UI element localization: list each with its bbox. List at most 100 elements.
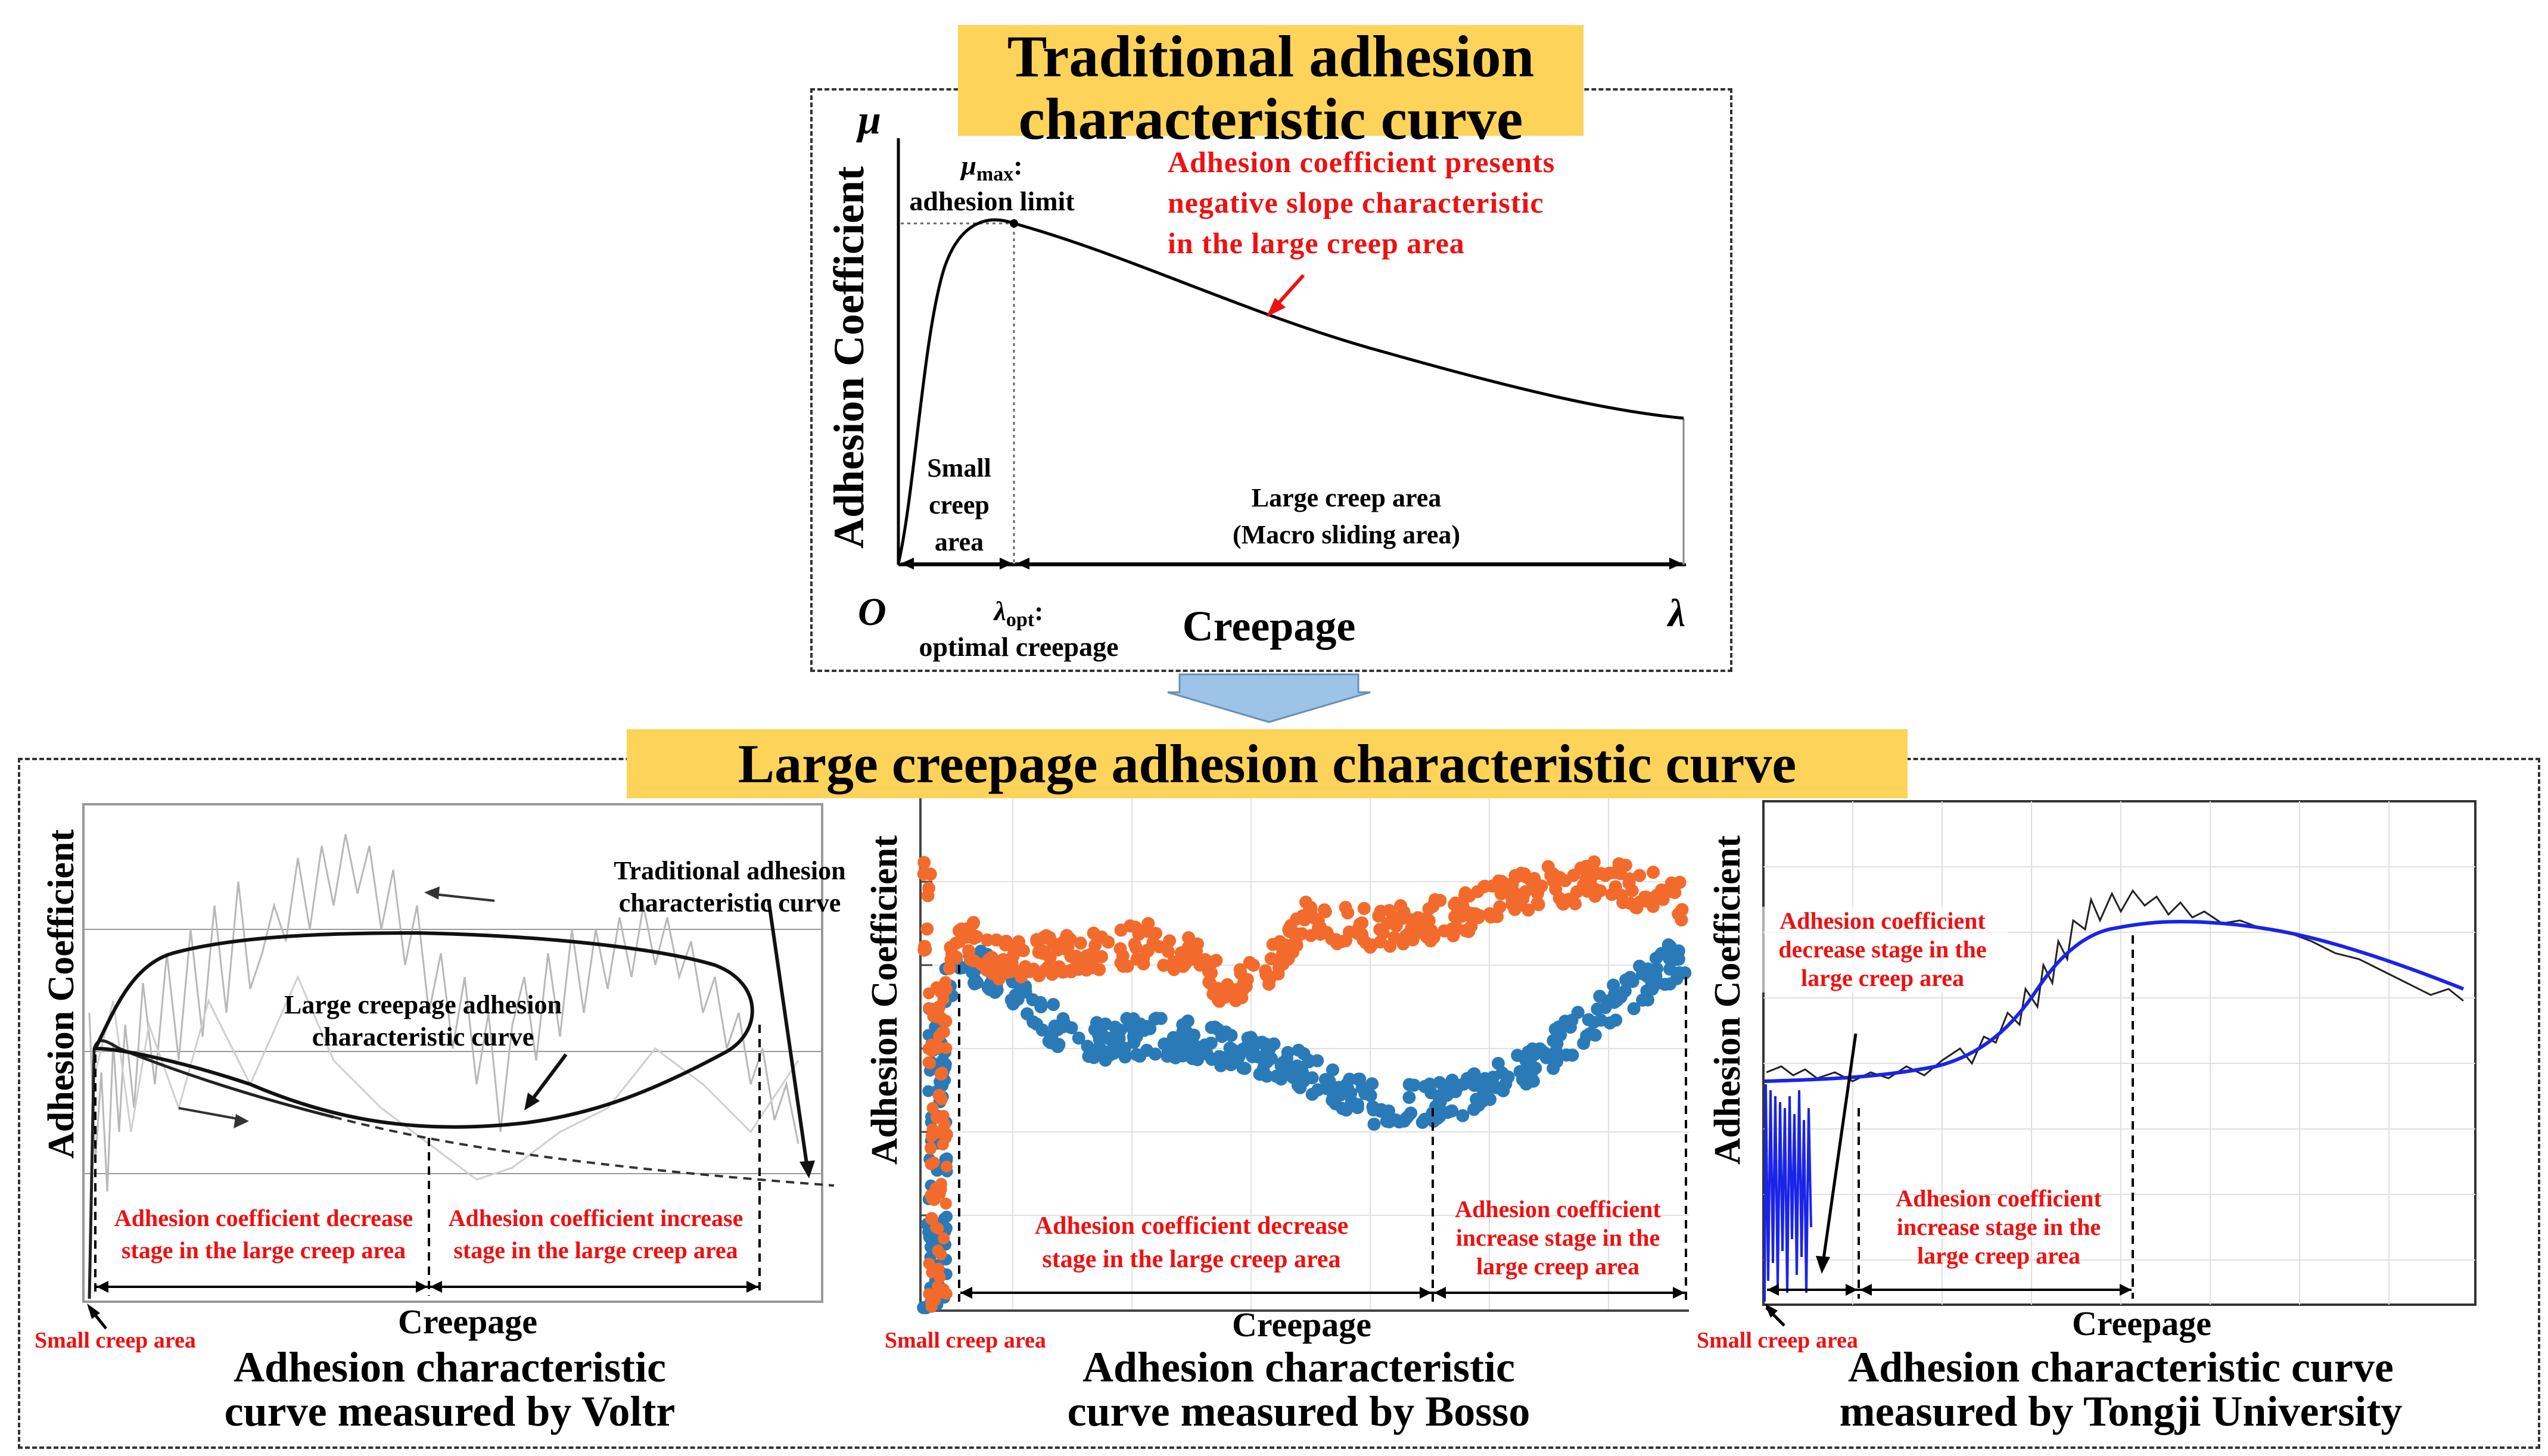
bosso-x-axis-label: Creepage (1231, 1305, 1372, 1344)
bosso-orange-point (938, 1118, 951, 1131)
bosso-decrease-label: Adhesion coefficient decrease stage in t… (1034, 1212, 1349, 1273)
bosso-blue-point (1236, 1061, 1250, 1075)
voltr-small-creep-label: Small creep area (35, 1328, 196, 1353)
bosso-blue-point (1445, 1074, 1459, 1087)
bosso-blue-point (1358, 1087, 1372, 1100)
bosso-orange-point (1352, 921, 1366, 935)
bosso-orange-point (1174, 946, 1188, 960)
bosso-orange-point (1477, 880, 1491, 894)
bosso-blue-point (1047, 998, 1060, 1012)
tongji-increase-label: Adhesion coefficient increase stage in t… (1896, 1185, 2102, 1269)
bosso-blue-point (1107, 1046, 1121, 1060)
tongji-caption: Adhesion characteristic curve measured b… (1839, 1343, 2403, 1435)
bosso-blue-point (1140, 1043, 1154, 1057)
bosso-blue-point (1433, 1076, 1446, 1090)
bosso-orange-point (1314, 928, 1327, 941)
bosso-orange-point (1299, 895, 1312, 909)
bosso-orange-point (1341, 906, 1355, 920)
mu-max-label: μmax: adhesion limit (909, 150, 1075, 217)
bosso-blue-point (1367, 1103, 1380, 1117)
bosso-orange-point (1141, 917, 1155, 931)
bosso-orange-point (1137, 957, 1150, 970)
bosso-orange-point (1426, 900, 1440, 913)
bosso-orange-point (1311, 914, 1325, 928)
bosso-blue-point (1183, 1033, 1197, 1047)
bosso-orange-point (967, 931, 981, 944)
bosso-orange-point (926, 1045, 938, 1057)
bosso-orange-point (949, 937, 963, 950)
bosso-blue-point (1291, 1078, 1305, 1092)
bosso-blue-point (941, 1211, 953, 1223)
bosso-blue-point (922, 1085, 935, 1097)
bosso-orange-point (1567, 869, 1581, 882)
bosso-orange-point (1272, 961, 1286, 975)
bosso-orange-point (926, 1102, 939, 1114)
bosso-blue-point (1532, 1044, 1545, 1058)
bosso-blue-point (1267, 1037, 1281, 1051)
bosso-blue-point (1641, 993, 1654, 1007)
bosso-blue-point (1552, 1021, 1566, 1034)
top-x-end-label: λ (1668, 592, 1686, 635)
bosso-blue-point (1663, 962, 1677, 976)
bosso-orange-point (1405, 921, 1418, 935)
bosso-orange-point (990, 965, 1003, 978)
bosso-blue-point (967, 977, 981, 991)
bosso-blue-point (1127, 1012, 1140, 1026)
bosso-blue-point (1545, 1050, 1558, 1064)
bosso-orange-point (1206, 987, 1220, 1001)
bosso-orange-point (1290, 938, 1303, 952)
bosso-blue-point (1491, 1057, 1505, 1071)
bosso-blue-point (1006, 997, 1020, 1011)
tongji-y-axis-label: Adhesion Coefficient (1707, 835, 1748, 1165)
bosso-blue-point (1051, 1022, 1065, 1036)
bosso-orange-point (1675, 903, 1689, 916)
bosso-orange-point (1318, 905, 1332, 919)
bosso-blue-point (1382, 1104, 1396, 1118)
bosso-orange-point (1240, 973, 1254, 987)
bosso-orange-point (938, 1232, 950, 1245)
bosso-blue-point (1526, 1074, 1540, 1088)
bosso-blue-point (1093, 1033, 1106, 1047)
mu-max-point (1010, 219, 1018, 228)
bosso-blue-point (1586, 1015, 1600, 1029)
bosso-blue-point (1090, 1016, 1104, 1029)
bosso-orange-point (923, 867, 937, 881)
bosso-blue-point (1565, 1013, 1579, 1027)
bosso-orange-point (932, 1222, 944, 1235)
bosso-blue-point (1241, 1031, 1255, 1045)
bosso-orange-point (1494, 887, 1508, 901)
bosso-orange-point (922, 1056, 935, 1069)
bosso-orange-point (1422, 914, 1436, 928)
bosso-orange-point (1495, 875, 1508, 888)
bosso-blue-point (1577, 1037, 1591, 1050)
bosso-orange-point (1372, 909, 1386, 923)
large-creepage-banner: Large creepage adhesion characteristic c… (627, 729, 1908, 798)
bosso-orange-point (1063, 932, 1077, 946)
bosso-blue-point (1547, 1062, 1560, 1075)
tongji-blue-noise (1763, 1084, 1812, 1302)
bosso-orange-point (934, 1286, 946, 1299)
bosso-blue-point (933, 1057, 945, 1069)
voltr-decrease-label: Adhesion coefficient decrease stage in t… (114, 1205, 413, 1264)
bosso-orange-point (939, 1197, 952, 1210)
bosso-orange-point (1640, 894, 1654, 908)
bosso-orange-point (1012, 935, 1026, 949)
lambda-opt-label: λopt: optimal creepage (919, 596, 1119, 662)
bosso-orange-point (1527, 872, 1541, 885)
bosso-orange-point (1625, 884, 1639, 898)
bosso-orange-point (1514, 866, 1528, 880)
bosso-orange-point (942, 962, 956, 975)
bosso-orange-point (1121, 959, 1134, 973)
bosso-orange-point (1470, 910, 1483, 924)
top-origin-label: O (858, 590, 886, 634)
bosso-orange-point (1015, 970, 1028, 984)
bosso-orange-point (931, 1266, 944, 1278)
bosso-orange-point (945, 947, 959, 960)
bosso-orange-point (1633, 869, 1647, 882)
bosso-blue-point (1591, 1002, 1604, 1016)
bosso-blue-point (941, 1152, 953, 1165)
bosso-orange-point (1339, 934, 1353, 947)
bosso-blue-point (940, 1222, 953, 1234)
bosso-orange-point (1046, 967, 1059, 981)
